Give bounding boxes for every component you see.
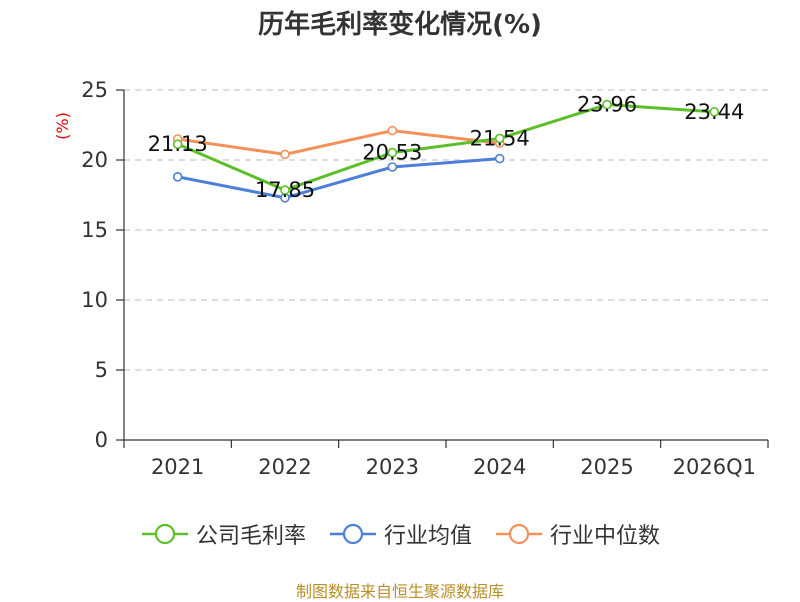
legend-label: 公司毛利率 xyxy=(195,524,306,549)
data-point xyxy=(387,147,398,158)
data-label: 23.44 xyxy=(684,100,744,124)
data-label: 23.96 xyxy=(577,93,637,117)
series-line-company xyxy=(177,103,715,192)
y-tick-label: 0 xyxy=(95,428,108,452)
data-labels: 21.13 17.85 20.53 21.54 23.96 23.44 xyxy=(148,93,745,203)
x-tick-label: 2023 xyxy=(366,455,419,479)
data-point xyxy=(387,125,398,136)
data-point xyxy=(172,139,183,149)
legend-item-company[interactable]: 公司毛利率 xyxy=(140,518,306,550)
legend-item-industry-avg[interactable]: 行业均值 xyxy=(328,518,472,550)
legend-label: 行业中位数 xyxy=(550,524,661,549)
legend-item-industry-median[interactable]: 行业中位数 xyxy=(494,518,660,550)
y-tick-label: 20 xyxy=(81,148,108,172)
legend-swatch xyxy=(329,523,376,545)
data-point xyxy=(280,149,290,160)
y-tick-label: 25 xyxy=(81,78,108,102)
data-label: 21.13 xyxy=(148,132,208,156)
legend-label: 行业均值 xyxy=(383,524,472,549)
legend-swatch xyxy=(141,523,188,545)
data-point xyxy=(494,133,505,144)
series-line-industry-median xyxy=(177,129,500,156)
y-tick-label: 5 xyxy=(95,358,108,382)
legend-swatch xyxy=(496,523,542,545)
data-point xyxy=(709,107,720,117)
x-tick-label: 2025 xyxy=(580,455,633,479)
legend: 公司毛利率 行业均值 行业中位数 xyxy=(0,518,800,550)
y-axis-label: (%) xyxy=(53,112,72,140)
series-lines xyxy=(172,99,720,203)
chart-title: 历年毛利率变化情况(%) xyxy=(258,10,542,40)
series-line-industry-avg xyxy=(177,157,500,200)
data-point xyxy=(494,153,505,164)
data-point xyxy=(280,185,290,195)
y-tick-label: 15 xyxy=(81,218,108,242)
x-tick-label: 2024 xyxy=(473,455,526,479)
data-point xyxy=(172,172,183,182)
x-tick-label: 2022 xyxy=(258,455,311,479)
grid-lines xyxy=(124,89,768,371)
source-note: 制图数据来自恒生聚源数据库 xyxy=(295,582,504,601)
data-point xyxy=(387,162,398,172)
data-label: 17.85 xyxy=(255,178,315,202)
y-tick-label: 10 xyxy=(81,288,108,312)
data-point xyxy=(602,99,612,110)
data-label: 20.53 xyxy=(362,141,422,165)
data-label: 21.54 xyxy=(470,126,530,150)
x-tick-label: 2026Q1 xyxy=(673,455,756,479)
x-tick-label: 2021 xyxy=(151,455,204,479)
